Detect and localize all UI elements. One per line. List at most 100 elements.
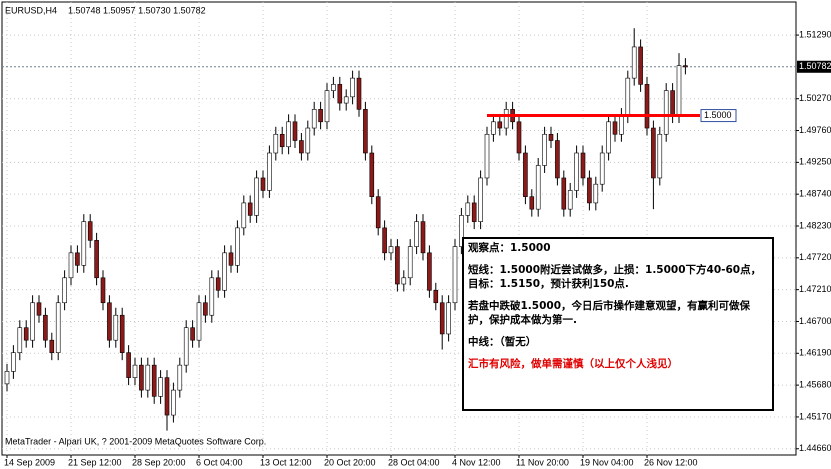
- candle-body: [478, 177, 483, 222]
- candle-body: [446, 302, 451, 335]
- candle-body: [567, 190, 573, 210]
- y-tick-label: 1.48740: [799, 189, 831, 199]
- candle-body: [561, 177, 567, 210]
- candle-body: [87, 221, 93, 241]
- note-warning: 汇市有风险，做单需谨慎（以上仅个人浅见）: [468, 358, 678, 370]
- y-tick-label: 1.45680: [799, 379, 831, 389]
- candle-body: [158, 377, 163, 397]
- x-tick-label: 4 Nov 12:00: [452, 457, 501, 467]
- candle-body: [631, 46, 637, 79]
- candle-body: [497, 121, 503, 129]
- candle-body: [43, 314, 48, 341]
- candle-body: [619, 115, 624, 135]
- candle-body: [606, 121, 611, 154]
- candle-body: [343, 96, 349, 104]
- x-tick-label: 26 Nov 12:00: [644, 457, 698, 467]
- candle-body: [503, 109, 509, 129]
- level-label: 1.5000: [704, 110, 732, 120]
- y-tick-label: 1.48230: [799, 220, 831, 230]
- candle-body: [305, 127, 311, 154]
- x-tick-label: 13 Oct 12:00: [260, 457, 312, 467]
- x-tick-label: 28 Oct 04:00: [388, 457, 440, 467]
- candle-body: [145, 364, 151, 391]
- y-tick-label: 1.45170: [799, 411, 831, 421]
- candle-body: [382, 227, 387, 254]
- candle-body: [644, 84, 650, 129]
- candle-body: [401, 277, 407, 285]
- candle-body: [369, 152, 375, 197]
- level-label-box: [700, 109, 737, 123]
- footer: MetaTrader - Alpari UK, ? 2001-2009 Meta…: [5, 436, 266, 446]
- candle-body: [126, 352, 131, 378]
- x-tick-label: 20 Oct 20:00: [324, 457, 376, 467]
- candle-body: [279, 133, 285, 148]
- candle-body: [139, 364, 144, 391]
- candle-body: [286, 121, 291, 148]
- candle-body: [375, 196, 381, 229]
- candle-body: [657, 133, 663, 179]
- candle-body: [228, 252, 234, 266]
- candle-body: [670, 90, 675, 116]
- note-line: 中线：（暂无）: [468, 336, 537, 348]
- candle-body: [593, 183, 599, 204]
- candle-body: [535, 165, 541, 210]
- candle-body: [484, 133, 490, 179]
- candle-body: [68, 252, 74, 279]
- x-tick-label: 11 Nov 20:00: [516, 457, 569, 467]
- symbol-label: EURUSD,H4: [5, 5, 57, 15]
- candle-body: [190, 327, 195, 341]
- current-price-label: 1.50782: [799, 61, 831, 71]
- candle-body: [465, 202, 471, 216]
- candle-body: [683, 65, 688, 68]
- candle-body: [260, 177, 266, 191]
- candle-body: [318, 109, 323, 123]
- candle-body: [337, 84, 343, 104]
- candle-body: [11, 352, 16, 372]
- y-tick-label: 1.46700: [799, 316, 831, 326]
- candle-body: [113, 314, 119, 341]
- candle-body: [75, 252, 80, 266]
- quote-label: 1.50748 1.50957 1.50730 1.50782: [68, 5, 206, 15]
- y-tick-label: 1.51290: [799, 29, 831, 39]
- candle-body: [164, 377, 170, 416]
- candle-body: [203, 302, 208, 316]
- candle-body: [676, 65, 682, 116]
- candle-body: [100, 277, 106, 304]
- candle-body: [625, 77, 631, 116]
- candle-body: [209, 277, 215, 316]
- candle-body: [107, 302, 112, 341]
- candle-body: [17, 327, 23, 353]
- x-tick-label: 19 Nov 04:00: [580, 457, 634, 467]
- candle-body: [420, 221, 426, 254]
- candle-body: [247, 202, 253, 216]
- candle-body: [241, 202, 247, 229]
- candle-body: [311, 109, 317, 129]
- candle-body: [651, 127, 656, 179]
- candle-body: [183, 327, 189, 366]
- candle-body: [94, 240, 99, 279]
- y-tick-label: 1.47720: [799, 252, 831, 262]
- y-tick-label: 1.47210: [799, 284, 831, 294]
- candle-body: [452, 246, 458, 304]
- candle-body: [177, 364, 183, 391]
- candle-body: [132, 364, 138, 378]
- note-box: 观察点：1.5000 短线：1.5000附近尝试做多，止损：1.5000下方40…: [462, 237, 774, 411]
- candle-body: [356, 77, 362, 110]
- x-tick-label: 28 Sep 20:00: [132, 457, 186, 467]
- candle-body: [81, 221, 87, 266]
- candle-body: [4, 371, 10, 385]
- candle-body: [273, 133, 279, 154]
- candle-body: [299, 140, 304, 154]
- candle-body: [23, 327, 29, 341]
- candle-body: [254, 177, 259, 216]
- x-tick-label: 21 Sep 12:00: [68, 457, 122, 467]
- note-line: 短线：1.5000附近尝试做多，止损：1.5000下方40-60点，目标：1.5…: [468, 264, 762, 290]
- note-line: 若盘中跌破1.5000，今日后市操作建意观望，有赢利可做保护，保护成本做为第一.: [468, 300, 751, 326]
- candle-body: [638, 46, 643, 85]
- candle-body: [663, 90, 669, 135]
- candle-body: [574, 152, 579, 191]
- candle-body: [529, 196, 535, 210]
- candle-body: [407, 246, 413, 279]
